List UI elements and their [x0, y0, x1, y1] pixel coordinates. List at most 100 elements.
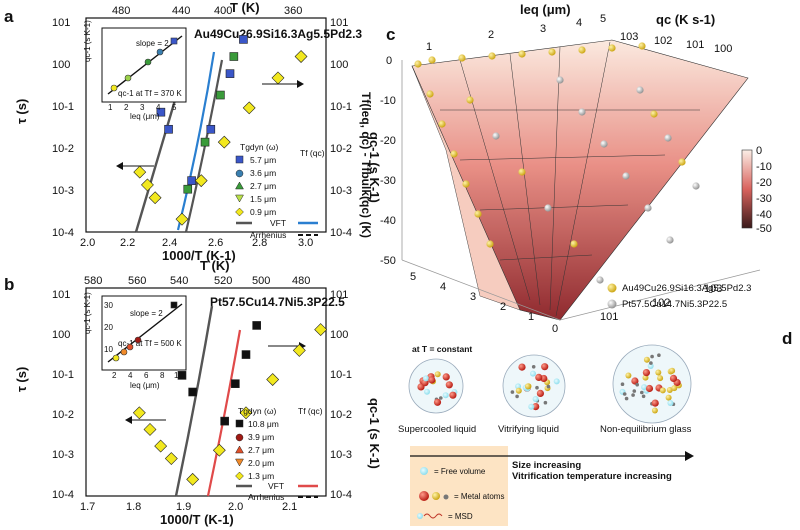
panel-a-left-arrow-head: [116, 162, 123, 170]
top-tick: 400: [214, 5, 232, 17]
panel-b-top-axis-title: T (K): [200, 258, 230, 273]
top-tick: 440: [172, 5, 190, 17]
atom: [515, 394, 519, 399]
atom: [671, 385, 678, 392]
inset-point: [110, 84, 118, 92]
y2-tick: 10-3: [330, 185, 352, 197]
silver-sphere: [664, 134, 672, 142]
data-point: [294, 50, 308, 63]
c-x-tick: 4: [576, 17, 582, 29]
colorbar-tick: -10: [756, 161, 772, 173]
silver-sphere: [636, 86, 644, 94]
panel-d-condition: at T = constant: [412, 344, 472, 354]
key-msd-wave-icon: [423, 513, 443, 519]
atom: [624, 396, 629, 401]
panel-a-y-ticks: 10-4 10-3 10-2 10-1 100 101: [52, 17, 74, 239]
silver-sphere: [600, 140, 608, 148]
data-point: [271, 71, 285, 85]
panel-c-z-title: Tf(leq, qc) - Tfbulk(qc) (K): [359, 92, 373, 238]
legend-silver-sphere: [607, 299, 617, 309]
key-red-atom-icon: [419, 491, 429, 501]
atom: [518, 363, 526, 371]
atom: [515, 383, 522, 390]
panel-b-top-ticks: 580 560 540 520 500 480: [84, 275, 310, 287]
panel-d-atoms: [417, 353, 682, 414]
data-point: [231, 379, 240, 388]
data-point: [133, 165, 147, 179]
legend-marker: [235, 194, 244, 203]
atom: [535, 373, 543, 381]
atom: [515, 387, 522, 394]
data-point: [217, 135, 231, 149]
top-tick: 520: [214, 275, 232, 287]
legend-size: 0.9 μm: [250, 207, 276, 217]
inset-y-tick: 30: [104, 301, 113, 310]
atom: [645, 384, 654, 393]
atom: [625, 372, 632, 379]
atom: [530, 370, 536, 377]
key-metal-atoms: = Metal atoms: [454, 492, 504, 501]
inset-note: qc-1 at Tf = 500 K: [118, 339, 182, 348]
inset-point: [156, 48, 164, 56]
legend-au-alloy: Au49Cu26.9Si16.3Ag5.5Pd2.3: [622, 283, 751, 294]
panel-c-qc-bottom-ticks: 101 102 103: [600, 283, 722, 323]
inset-x-tick: 10: [174, 371, 183, 380]
y-tick: 10-3: [52, 185, 74, 197]
colorbar-tick: -30: [756, 193, 772, 205]
panel-b-y2-ticks: 10-4 10-3 10-2 10-1 100 101: [330, 289, 352, 501]
legend-size: 1.5 μm: [250, 194, 276, 204]
legend-marker: [235, 207, 244, 217]
atom: [651, 399, 659, 407]
atom: [659, 387, 666, 394]
inset-note: qc-1 at Tf = 370 K: [118, 89, 182, 98]
c-qc-tick: 103: [620, 31, 638, 43]
y2-tick: 10-2: [330, 409, 352, 421]
panel-d-label: d: [782, 329, 792, 348]
y-tick: 100: [52, 59, 70, 71]
atom: [535, 385, 539, 390]
panel-c-label: c: [386, 25, 395, 44]
x-tick: 2.0: [80, 237, 95, 249]
y-tick: 100: [52, 329, 70, 341]
atom: [543, 400, 548, 405]
silver-sphere: [666, 236, 674, 244]
legend-col2-title: Tf (qc): [300, 148, 325, 158]
gold-sphere: [474, 210, 482, 218]
panel-a-vft-tau-line: [134, 89, 180, 233]
c-qc-tick: 102: [654, 35, 672, 47]
data-point: [206, 124, 216, 134]
silver-sphere: [544, 204, 552, 212]
atom: [449, 391, 457, 399]
c-bottom-tick: 5: [410, 271, 416, 283]
inset-y-ticks: 10 20 30: [104, 301, 113, 354]
inset-point: [120, 348, 128, 356]
top-tick: 360: [284, 5, 302, 17]
inset-y-title: qc-1 (s K-1): [83, 20, 92, 62]
atom: [422, 375, 429, 382]
legend-col1-title: Tgdyn (ω): [240, 142, 278, 152]
top-tick: 540: [170, 275, 188, 287]
gold-sphere: [518, 168, 526, 176]
panel-a-x-ticks: 2.0 2.2 2.4 2.6 2.8 3.0: [80, 237, 313, 249]
inset-point: [170, 37, 178, 45]
atom: [541, 363, 549, 371]
y-tick: 10-2: [52, 143, 74, 155]
c-bottom-axis: [401, 259, 561, 321]
inset-x-tick: 1: [108, 103, 113, 112]
data-point: [186, 472, 200, 486]
data-point: [239, 406, 253, 420]
data-point: [241, 350, 251, 359]
panel-a-x-title: 1000/T (K-1): [162, 248, 236, 263]
c-x-tick: 5: [600, 13, 606, 25]
panel-c: c leq (μm) qc (K s-1) 1 2 3 4 5 103 102 …: [359, 2, 772, 335]
panel-a: a T (K) 480 440 400 360 Au49Cu26.9Si16.3…: [4, 0, 382, 263]
key-box: [410, 446, 508, 526]
atom: [434, 371, 441, 378]
state-glass: Non-equilibrium glass: [600, 424, 692, 435]
data-point: [229, 52, 239, 61]
top-tick: 560: [128, 275, 146, 287]
inset-x-tick: 8: [160, 371, 165, 380]
panel-b-x-title: 1000/T (K-1): [160, 512, 234, 527]
panel-b-y-title: τ (s): [14, 367, 29, 392]
